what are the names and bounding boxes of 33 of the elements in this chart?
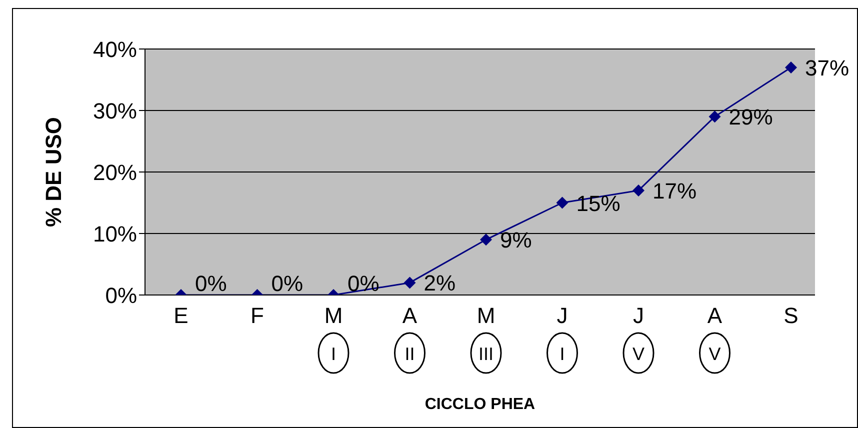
y-tick-label: 20% xyxy=(92,160,137,185)
text: I xyxy=(330,344,336,364)
point xyxy=(556,196,568,209)
point xyxy=(632,184,644,196)
x-tick-label: M xyxy=(324,303,343,328)
point xyxy=(708,110,721,123)
y-tick-label: 10% xyxy=(92,221,137,246)
x-tick-label: M xyxy=(476,303,496,328)
x-tick-label: E xyxy=(174,303,188,328)
data-label: 2% xyxy=(424,270,456,296)
x-axis-title: CICCLO PHEA xyxy=(424,396,536,413)
x-tick-label: J xyxy=(556,303,568,328)
y-tick-label: 0% xyxy=(105,282,137,308)
text: III xyxy=(478,344,494,364)
x-tick-label: A xyxy=(707,303,722,328)
x-tick-label: A xyxy=(402,303,418,328)
data-label: 17% xyxy=(652,178,697,204)
y-axis-title: % DE USO xyxy=(40,116,66,228)
text: I xyxy=(560,344,565,364)
data-label: 37% xyxy=(805,55,850,80)
data-label: 0% xyxy=(271,271,304,296)
y-tick-label: 30% xyxy=(92,98,137,124)
data-label: 0% xyxy=(195,271,227,296)
text: V xyxy=(708,344,721,364)
data-label: 0% xyxy=(348,271,380,296)
x-tick-label: J xyxy=(633,303,644,328)
text: II xyxy=(404,344,415,364)
point xyxy=(785,61,797,74)
y-tick-label: 40% xyxy=(92,36,137,62)
x-tick-label: F xyxy=(250,303,264,328)
text: V xyxy=(632,344,645,364)
x-tick-label: S xyxy=(784,303,798,328)
data-label: 15% xyxy=(576,190,620,216)
